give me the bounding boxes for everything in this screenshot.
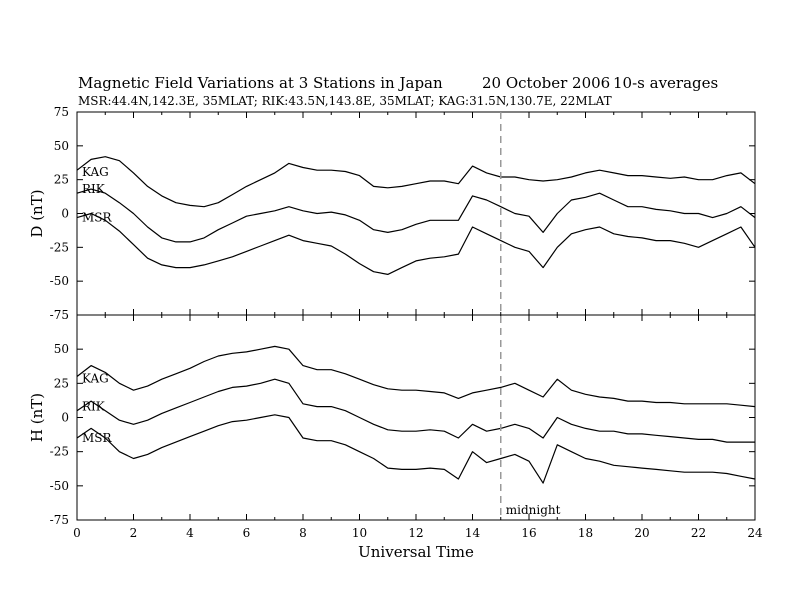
x-tick-label: 12 (408, 526, 423, 540)
x-tick-label: 8 (299, 526, 307, 540)
y-tick-label-d: -25 (50, 240, 69, 254)
panel-d-declination: 75 50 25 0 -25 -50 -75 D (nT) KAG RIK MSR (28, 105, 756, 322)
midnight-marker-group: midnight (500, 112, 561, 520)
x-tick-label: 0 (73, 526, 81, 540)
plot-frame-h (76, 314, 756, 521)
y-tick-label-d: -75 (50, 308, 69, 322)
chart-title: Magnetic Field Variations at 3 Stations … (78, 74, 443, 92)
series-line-msr-h (76, 414, 756, 484)
y-tick-label-d: 25 (54, 173, 69, 187)
x-tick-label: 2 (130, 526, 138, 540)
plot-frame-d (76, 111, 756, 316)
y-tick-label-d: 75 (54, 105, 69, 119)
y-tick-label-h: 25 (54, 376, 69, 390)
series-label-msr-h: MSR (82, 431, 113, 445)
series-line-kag-d (76, 156, 756, 208)
series-line-msr-d (76, 212, 756, 275)
chart-averaging: 10-s averages (613, 74, 718, 92)
x-tick-label: 6 (243, 526, 251, 540)
y-tick-label-h: -50 (50, 479, 69, 493)
x-tick-label: 22 (691, 526, 706, 540)
y-axis-label-d: D (nT) (28, 189, 46, 237)
y-tick-label-h: 0 (61, 411, 69, 425)
series-label-kag-d: KAG (82, 165, 109, 179)
chart-date: 20 October 2006 (482, 74, 610, 92)
y-tick-label-d: 50 (54, 139, 69, 153)
midnight-label: midnight (506, 503, 561, 517)
series-label-rik-d: RIK (82, 182, 106, 196)
x-axis-label: Universal Time (358, 543, 474, 561)
x-tick-label: 24 (747, 526, 763, 540)
y-tick-label-h: 50 (54, 342, 69, 356)
series-line-kag-h (76, 345, 756, 408)
y-tick-label-h: -25 (50, 445, 69, 459)
x-tick-label: 20 (634, 526, 649, 540)
station-coordinates: MSR:44.4N,142.3E, 35MLAT; RIK:43.5N,143.… (78, 94, 612, 108)
y-tick-label-h: -75 (50, 513, 69, 527)
series-label-rik-h: RIK (82, 400, 106, 414)
series-line-rik-d (76, 188, 756, 243)
series-line-rik-h (76, 378, 755, 443)
series-label-msr-d: MSR (82, 211, 113, 225)
y-tick-label-d: -50 (50, 274, 69, 288)
x-tick-label: 4 (186, 526, 194, 540)
x-tick-label: 18 (578, 526, 593, 540)
x-tick-label: 16 (521, 526, 536, 540)
y-axis-label-h: H (nT) (28, 393, 46, 442)
y-tick-label-d: 0 (61, 207, 69, 221)
series-label-kag-h: KAG (82, 372, 109, 386)
x-tick-label: 14 (465, 526, 481, 540)
x-tick-label: 10 (352, 526, 367, 540)
